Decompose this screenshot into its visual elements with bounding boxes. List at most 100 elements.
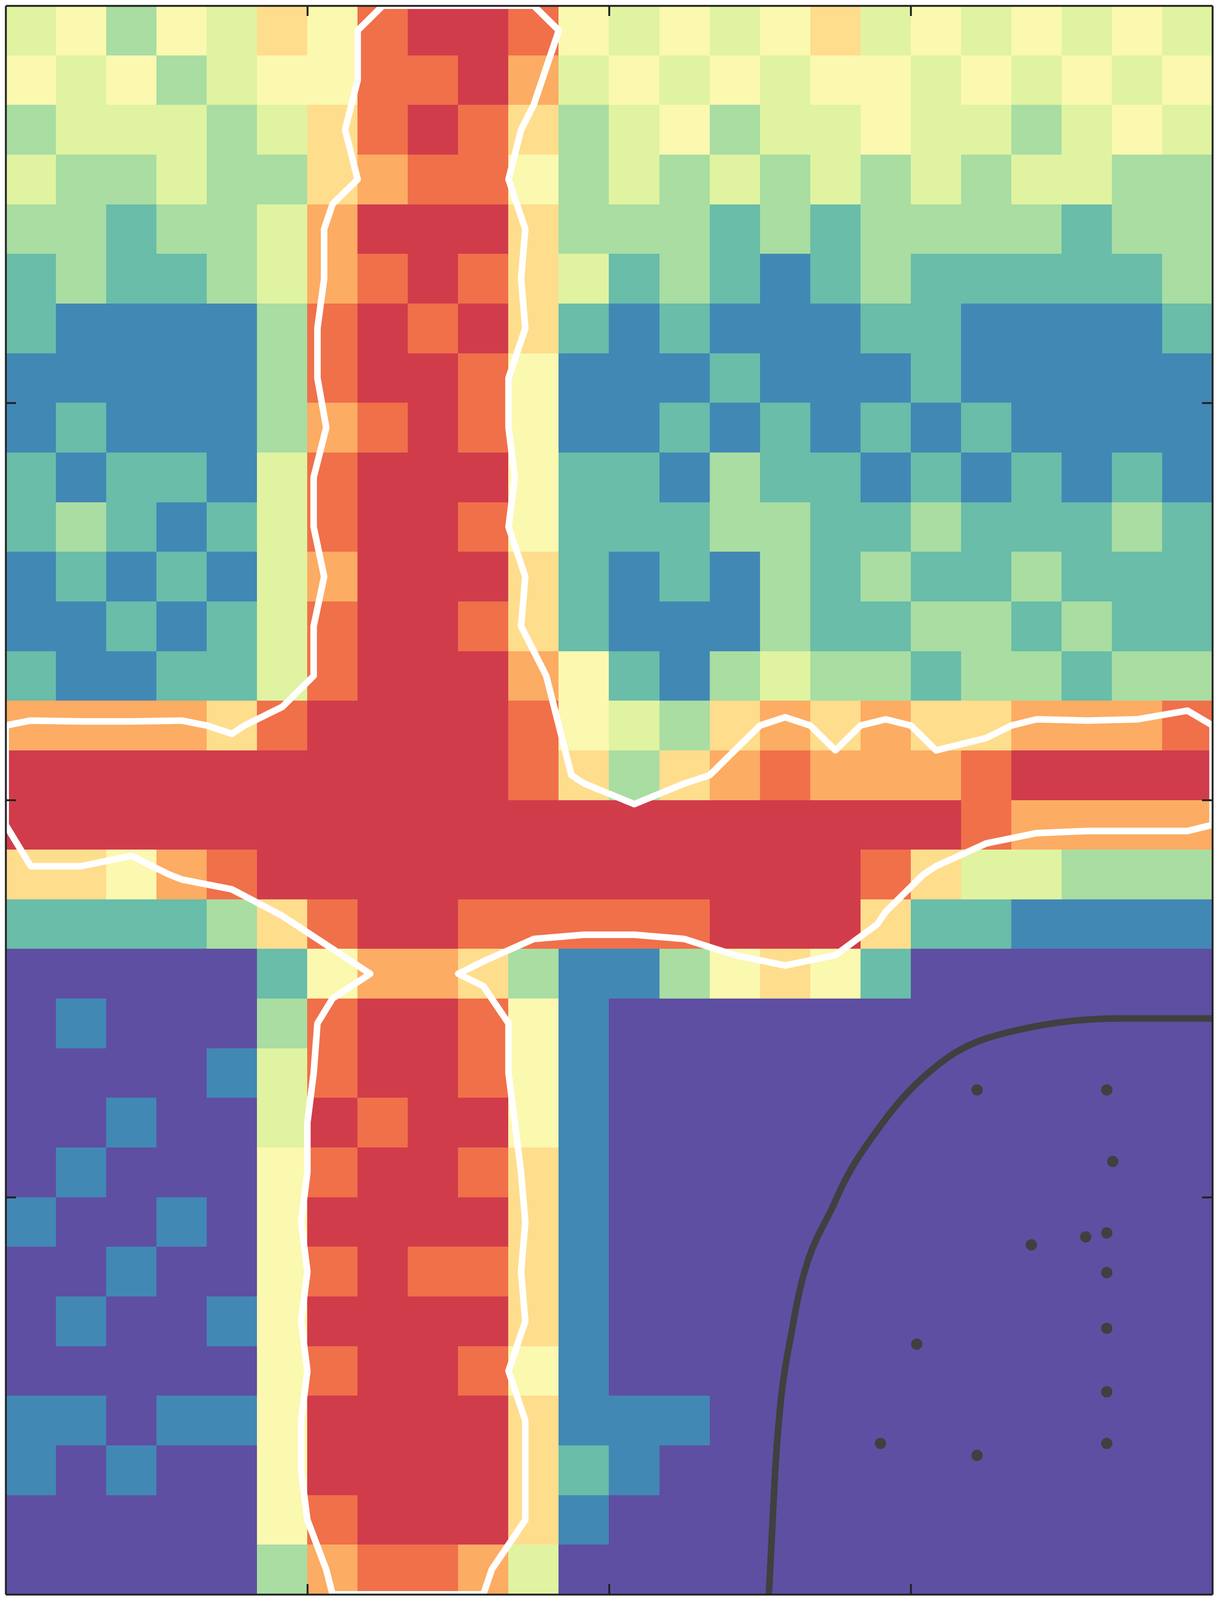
heat-cell (910, 998, 962, 1049)
heat-cell (5, 849, 57, 900)
heat-cell (256, 303, 308, 354)
heat-cell (810, 1494, 862, 1545)
heat-cell (457, 1196, 509, 1248)
heat-cell (709, 998, 761, 1049)
heat-cell (256, 799, 308, 851)
heat-cell (407, 750, 459, 801)
heat-cell (156, 1047, 208, 1099)
heat-cell (1061, 651, 1113, 702)
heat-cell (407, 303, 459, 354)
heat-cell (1061, 1494, 1113, 1545)
heat-cell (5, 55, 57, 106)
heat-cell (407, 948, 459, 999)
heat-cell (106, 601, 157, 652)
heat-cell (1061, 402, 1113, 453)
heat-cell (1011, 5, 1063, 56)
heat-cell (5, 1047, 57, 1099)
heat-cell (810, 601, 862, 652)
heat-cell (407, 1047, 459, 1099)
heat-cell (1162, 204, 1213, 255)
heat-cell (1111, 402, 1163, 453)
heat-cell (156, 303, 208, 354)
heat-cell (508, 402, 559, 453)
heat-cell (1162, 1097, 1213, 1148)
heat-cell (256, 1543, 308, 1594)
heat-cell (810, 1543, 862, 1594)
heat-cell (1011, 1543, 1063, 1594)
heat-cell (106, 1147, 157, 1198)
heat-cell (156, 1543, 208, 1594)
heat-cell (407, 104, 459, 156)
heat-cell (357, 104, 409, 156)
heat-cell (1162, 651, 1213, 702)
heat-cell (206, 750, 258, 801)
heat-cell (5, 353, 57, 404)
heat-cell (860, 899, 912, 950)
heat-cell (407, 1097, 459, 1148)
tick-mark (608, 1583, 611, 1594)
heat-cell (910, 1395, 962, 1446)
heat-cell (357, 1097, 409, 1148)
heat-cell (457, 849, 509, 900)
heat-cell (407, 1147, 459, 1198)
heat-cell (810, 799, 862, 851)
tick-mark (608, 5, 611, 16)
heat-cell (558, 849, 610, 900)
heat-cell (608, 5, 660, 56)
heat-cell (357, 55, 409, 106)
heat-cell (55, 1097, 107, 1148)
heat-cell (910, 1345, 962, 1397)
heat-cell (1011, 55, 1063, 106)
heat-cell (55, 1196, 107, 1248)
heat-cell (5, 402, 57, 453)
heat-cell (961, 948, 1012, 999)
heat-cell (357, 502, 409, 553)
heat-cell (608, 1097, 660, 1148)
heat-cell (256, 452, 308, 503)
heat-cell (659, 1444, 711, 1496)
heat-cell (106, 998, 157, 1049)
heat-cell (709, 1147, 761, 1198)
heat-cell (206, 1395, 258, 1446)
heat-cell (106, 551, 157, 602)
heat-cell (357, 1543, 409, 1594)
heat-cell (357, 899, 409, 950)
heat-cell (558, 55, 610, 106)
heat-cell (608, 750, 660, 801)
heat-cell (106, 1543, 157, 1594)
heat-cell (810, 849, 862, 900)
heat-cell (558, 651, 610, 702)
heat-cell (106, 1246, 157, 1297)
heat-cell (910, 899, 962, 950)
heat-cell (1061, 601, 1113, 652)
heat-cell (156, 799, 208, 851)
heat-cell (608, 452, 660, 503)
heat-cell (156, 601, 208, 652)
heat-cell (106, 452, 157, 503)
heat-cell (307, 700, 358, 751)
heat-cell (1061, 799, 1113, 851)
point (1107, 1155, 1119, 1167)
heat-cell (508, 849, 559, 900)
heat-cell (206, 303, 258, 354)
heat-cell (961, 402, 1012, 453)
heat-cell (156, 1444, 208, 1496)
heat-cell (1061, 5, 1113, 56)
heat-cell (206, 154, 258, 205)
heat-cell (1111, 700, 1163, 751)
heat-cell (709, 1494, 761, 1545)
heat-cell (206, 253, 258, 304)
heat-cell (1162, 5, 1213, 56)
heat-cell (1061, 253, 1113, 304)
heat-cell (1011, 551, 1063, 602)
heat-cell (709, 899, 761, 950)
heat-cell (608, 1147, 660, 1198)
heat-cell (55, 502, 107, 553)
heat-cell (457, 1444, 509, 1496)
heat-cell (1162, 402, 1213, 453)
heat-cell (55, 204, 107, 255)
heat-cell (307, 1395, 358, 1446)
heat-cell (206, 1147, 258, 1198)
heat-cell (156, 1097, 208, 1148)
heat-cell (608, 204, 660, 255)
